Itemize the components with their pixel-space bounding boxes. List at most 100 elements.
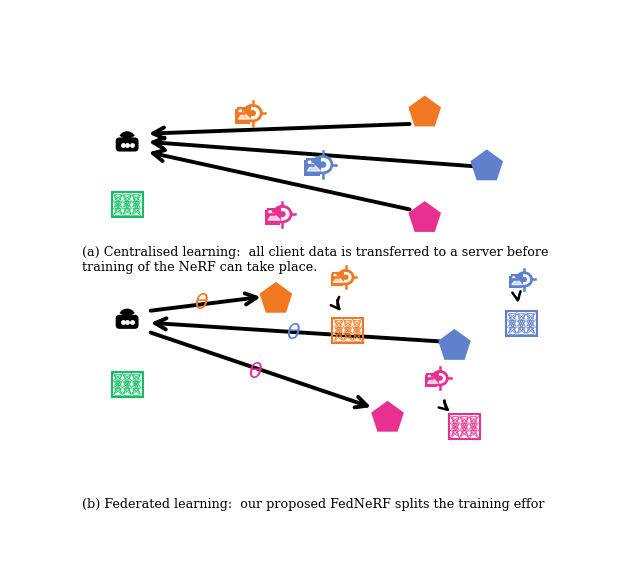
- Circle shape: [534, 312, 536, 314]
- Polygon shape: [470, 149, 503, 180]
- Circle shape: [122, 387, 124, 389]
- Circle shape: [140, 200, 141, 202]
- Circle shape: [131, 215, 132, 216]
- Polygon shape: [238, 112, 250, 119]
- Polygon shape: [408, 201, 441, 232]
- Circle shape: [122, 193, 124, 195]
- Polygon shape: [371, 401, 404, 431]
- Circle shape: [140, 208, 141, 209]
- Circle shape: [450, 437, 452, 438]
- Circle shape: [525, 319, 527, 321]
- Circle shape: [342, 275, 349, 280]
- Circle shape: [131, 208, 132, 209]
- Circle shape: [342, 319, 344, 321]
- Text: $\theta$: $\theta$: [194, 293, 209, 314]
- Circle shape: [459, 415, 461, 417]
- Circle shape: [360, 319, 362, 321]
- Bar: [506, 311, 537, 336]
- Polygon shape: [260, 282, 292, 312]
- Circle shape: [477, 415, 479, 417]
- FancyBboxPatch shape: [266, 208, 281, 222]
- Circle shape: [113, 373, 115, 374]
- Text: (a) Centralised learning:  all client data is transferred to a server before
tra: (a) Centralised learning: all client dat…: [83, 246, 549, 274]
- Circle shape: [450, 415, 452, 417]
- Text: (b) Federated learning:  our proposed FedNeRF splits the training effor: (b) Federated learning: our proposed Fed…: [83, 498, 545, 511]
- Text: $\theta$: $\theta$: [248, 361, 264, 382]
- Polygon shape: [333, 276, 344, 282]
- FancyBboxPatch shape: [332, 272, 344, 284]
- Circle shape: [319, 161, 326, 168]
- Polygon shape: [428, 377, 438, 384]
- Circle shape: [113, 208, 115, 209]
- Circle shape: [351, 333, 353, 335]
- Circle shape: [468, 423, 470, 424]
- Circle shape: [140, 387, 141, 389]
- Circle shape: [268, 210, 272, 213]
- Circle shape: [113, 394, 115, 396]
- Circle shape: [113, 387, 115, 389]
- Circle shape: [516, 312, 518, 314]
- FancyBboxPatch shape: [331, 274, 343, 286]
- Polygon shape: [268, 213, 280, 220]
- FancyBboxPatch shape: [426, 373, 438, 385]
- Bar: [332, 318, 364, 343]
- Circle shape: [521, 277, 527, 282]
- Circle shape: [333, 319, 335, 321]
- Circle shape: [131, 394, 132, 396]
- Circle shape: [351, 326, 353, 328]
- Circle shape: [360, 340, 362, 342]
- Circle shape: [131, 193, 132, 195]
- Circle shape: [122, 394, 124, 396]
- Circle shape: [525, 312, 527, 314]
- FancyBboxPatch shape: [237, 107, 252, 121]
- Circle shape: [113, 200, 115, 202]
- Bar: [449, 415, 480, 440]
- Polygon shape: [307, 163, 321, 171]
- Circle shape: [450, 423, 452, 424]
- Circle shape: [333, 340, 335, 342]
- Circle shape: [459, 437, 461, 438]
- FancyBboxPatch shape: [265, 210, 280, 224]
- Circle shape: [342, 333, 344, 335]
- Circle shape: [459, 423, 461, 424]
- Circle shape: [131, 387, 132, 389]
- FancyBboxPatch shape: [425, 375, 438, 387]
- Circle shape: [360, 326, 362, 328]
- Circle shape: [525, 333, 527, 335]
- Polygon shape: [512, 279, 522, 285]
- Circle shape: [140, 394, 141, 396]
- Circle shape: [459, 430, 461, 431]
- Circle shape: [534, 319, 536, 321]
- Circle shape: [437, 375, 443, 381]
- FancyBboxPatch shape: [236, 109, 250, 124]
- Circle shape: [516, 333, 518, 335]
- Circle shape: [131, 373, 132, 374]
- Circle shape: [428, 375, 431, 378]
- Circle shape: [507, 333, 509, 335]
- Circle shape: [450, 430, 452, 431]
- FancyBboxPatch shape: [116, 138, 138, 152]
- FancyBboxPatch shape: [304, 160, 320, 176]
- FancyBboxPatch shape: [116, 315, 138, 329]
- Circle shape: [534, 333, 536, 335]
- Circle shape: [516, 319, 518, 321]
- Circle shape: [516, 326, 518, 328]
- Circle shape: [249, 110, 256, 116]
- Circle shape: [534, 326, 536, 328]
- Circle shape: [333, 333, 335, 335]
- Circle shape: [140, 380, 141, 381]
- Circle shape: [507, 326, 509, 328]
- Circle shape: [468, 415, 470, 417]
- Circle shape: [122, 215, 124, 216]
- Circle shape: [140, 373, 141, 374]
- Circle shape: [477, 437, 479, 438]
- Circle shape: [239, 109, 243, 113]
- Circle shape: [122, 373, 124, 374]
- Circle shape: [113, 193, 115, 195]
- Circle shape: [140, 215, 141, 216]
- Circle shape: [525, 326, 527, 328]
- Circle shape: [131, 380, 132, 381]
- FancyBboxPatch shape: [306, 158, 321, 173]
- Circle shape: [468, 437, 470, 438]
- Circle shape: [113, 380, 115, 381]
